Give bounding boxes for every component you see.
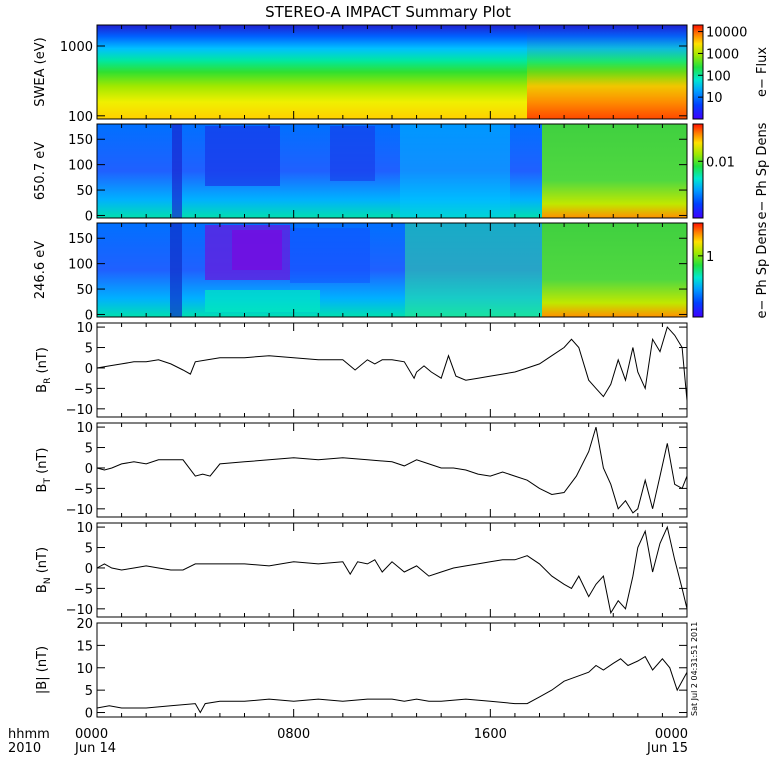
colorbar-pad-246	[692, 222, 704, 318]
x-date-label: Jun 14	[74, 741, 116, 756]
colorbar-tick-label: 10	[706, 91, 723, 106]
y-tick-label: 0	[85, 362, 93, 377]
colorbar-swea	[692, 24, 704, 120]
y-tick-label: −10	[66, 503, 93, 518]
x-axis-corner-top: hhmm	[8, 727, 50, 742]
y-tick-label: −10	[66, 403, 93, 418]
y-axis-label: |B| (nT)	[35, 646, 50, 694]
y-tick-label: 1000	[60, 40, 93, 55]
colorbar-tick-label: 10000	[706, 26, 747, 41]
y-tick-label: 5	[85, 442, 93, 457]
y-axis-label: BT (nT)	[35, 448, 53, 493]
x-tick-label: 1600	[474, 727, 507, 742]
y-tick-label: 10	[76, 321, 93, 336]
series-line-bmag	[96, 655, 688, 714]
y-tick-label: 100	[68, 110, 93, 125]
series-line-bt	[96, 426, 688, 514]
y-tick-label: 0	[85, 562, 93, 577]
y-tick-label: 0	[85, 462, 93, 477]
colorbar-tick-label: 0.01	[706, 155, 735, 170]
x-tick-label: 0800	[277, 727, 310, 742]
y-tick-label: 50	[76, 283, 93, 298]
colorbar-tick-label: 1000	[706, 47, 739, 62]
y-axis-label: SWEA (eV)	[33, 37, 48, 106]
x-axis-corner-bottom: 2010	[8, 741, 41, 756]
y-tick-label: 150	[68, 133, 93, 148]
x-date-label: Jun 15	[646, 741, 688, 756]
colorbar-tick-label: 100	[706, 69, 731, 84]
y-tick-label: 20	[76, 617, 93, 632]
y-axis-label: 246.6 eV	[33, 241, 48, 299]
y-tick-label: −5	[74, 382, 93, 397]
y-tick-label: 5	[85, 684, 93, 699]
y-axis-label: BN (nT)	[35, 547, 53, 593]
y-tick-label: 10	[76, 662, 93, 677]
panel-swea	[96, 24, 688, 120]
plot-timestamp: Sat Jul 2 04:31:51 2011	[690, 622, 699, 716]
y-tick-label: 0	[85, 707, 93, 722]
y-tick-label: 100	[68, 258, 93, 273]
panel-br	[96, 322, 688, 418]
y-tick-label: 5	[85, 342, 93, 357]
colorbar-tick-label: 1	[706, 250, 714, 265]
y-tick-label: −5	[74, 582, 93, 597]
y-tick-label: 150	[68, 232, 93, 247]
y-tick-label: 10	[76, 521, 93, 536]
panel-pad-650	[96, 123, 688, 219]
panel-bt	[96, 422, 688, 518]
y-tick-label: 5	[85, 542, 93, 557]
x-tick-label: 0000	[75, 727, 108, 742]
y-axis-label: 650.7 eV	[33, 142, 48, 200]
panel-bmag	[96, 622, 688, 718]
colorbar-label: e− Ph Sp Dens	[755, 221, 770, 318]
y-tick-label: 0	[85, 209, 93, 224]
colorbar-pad-650	[692, 123, 704, 219]
x-tick-label: 0000	[655, 727, 688, 742]
colorbar-label: e− Flux	[755, 47, 770, 97]
y-tick-label: 100	[68, 159, 93, 174]
series-line-br	[96, 326, 688, 401]
y-tick-label: 0	[85, 308, 93, 323]
colorbar-label: e− Ph Sp Dens	[755, 122, 770, 219]
y-tick-label: 50	[76, 184, 93, 199]
y-tick-label: −5	[74, 482, 93, 497]
y-tick-label: 10	[76, 421, 93, 436]
y-axis-label: BR (nT)	[35, 347, 53, 393]
y-tick-label: 15	[76, 639, 93, 654]
series-line-bn	[96, 525, 688, 615]
plot-title: STEREO-A IMPACT Summary Plot	[265, 3, 511, 21]
panel-bn	[96, 522, 688, 618]
panel-pad-246	[96, 222, 688, 318]
y-tick-label: −10	[66, 603, 93, 618]
